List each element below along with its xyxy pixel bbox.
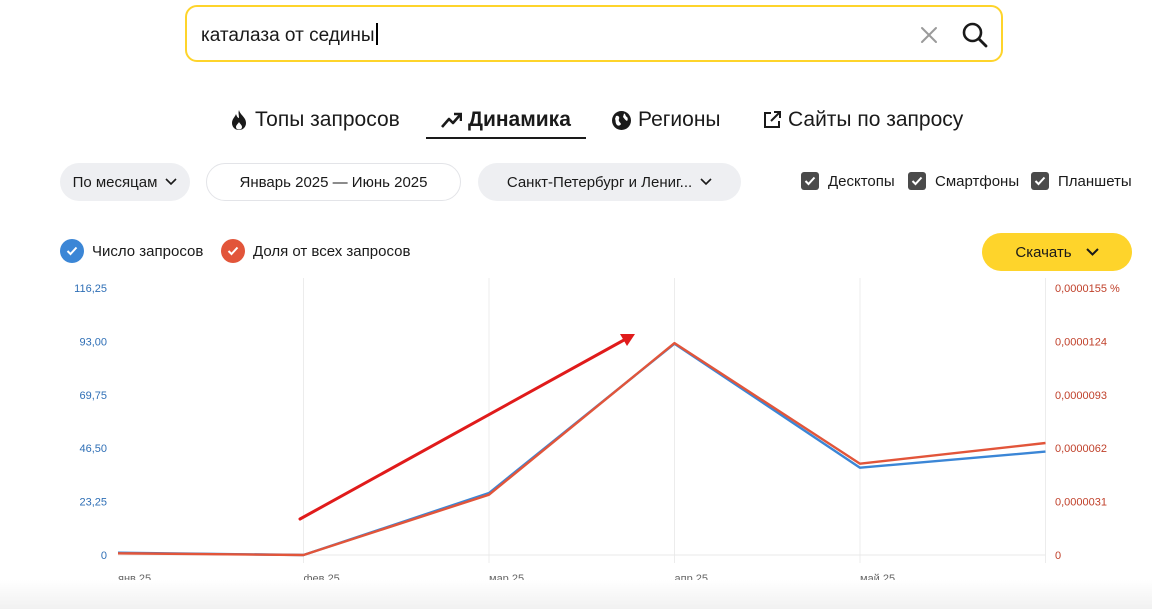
series-line-share <box>117 341 1046 557</box>
checkbox-smartphones-label: Смартфоны <box>935 172 1020 190</box>
y-right-tick-label: 0,0000062 <box>1055 443 1107 455</box>
active-tab-underline <box>426 137 586 139</box>
check-circle-icon <box>221 239 245 263</box>
x-tick-label: май 25 <box>860 573 895 580</box>
x-tick-label: мар 25 <box>489 573 524 580</box>
search-input[interactable]: каталаза от седины <box>201 23 378 47</box>
y-left-tick-label: 0 <box>101 550 107 562</box>
checkbox-tablets-label: Планшеты <box>1058 172 1132 190</box>
x-tick-label: апр 25 <box>675 573 708 580</box>
legend-share[interactable]: Доля от всех запросов <box>221 239 410 263</box>
external-link-icon <box>764 111 781 128</box>
y-left-tick-label: 23,25 <box>79 497 107 509</box>
fire-icon <box>232 110 246 130</box>
region-dropdown[interactable]: Санкт-Петербург и Лениг... <box>478 163 741 201</box>
checkbox-tablets[interactable]: Планшеты <box>1031 172 1132 190</box>
tab-sites-label: Сайты по запросу <box>788 108 964 131</box>
globe-icon <box>612 110 631 130</box>
date-range-picker[interactable]: Январь 2025 — Июнь 2025 <box>206 163 461 201</box>
legend-count[interactable]: Число запросов <box>60 239 203 263</box>
annotation-arrow <box>298 338 626 521</box>
annotation-arrowhead <box>620 334 635 346</box>
bottom-shadow <box>0 580 1152 609</box>
y-left-tick-label: 69,75 <box>79 390 107 402</box>
y-right-tick-label: 0,0000093 <box>1055 390 1107 402</box>
y-right-tick-label: 0 <box>1055 550 1061 562</box>
check-circle-icon <box>60 239 84 263</box>
y-right-tick-label: 0,0000124 <box>1055 336 1107 348</box>
y-right-tick-label: 0,0000155 % <box>1055 283 1120 295</box>
tab-regions-label: Регионы <box>638 108 721 131</box>
chevron-down-icon <box>165 178 177 186</box>
search-icon[interactable] <box>961 21 989 49</box>
tab-dynamics-label: Динамика <box>468 108 571 131</box>
checkbox-checked-icon <box>1031 172 1049 190</box>
series-line-count <box>117 342 1046 557</box>
checkbox-smartphones[interactable]: Смартфоны <box>908 172 1019 190</box>
y-left-tick-label: 116,25 <box>74 283 107 295</box>
legend-count-label: Число запросов <box>92 242 204 260</box>
chevron-down-icon <box>1085 248 1099 256</box>
tabs: Топы запросов Динамика Регионы Сайты по … <box>0 108 1152 144</box>
date-range-label: Январь 2025 — Июнь 2025 <box>239 173 428 191</box>
y-right-tick-label: 0,0000031 <box>1055 497 1107 509</box>
period-label: По месяцам <box>72 173 158 191</box>
checkbox-checked-icon <box>908 172 926 190</box>
tab-dynamics[interactable]: Динамика <box>440 108 571 132</box>
tab-regions[interactable]: Регионы <box>611 108 721 132</box>
line-chart: 116,25 93,00 69,75 46,50 23,25 0 0,0000155 % 0,… <box>74 278 1120 580</box>
clear-icon[interactable] <box>918 24 940 46</box>
checkbox-checked-icon <box>801 172 819 190</box>
y-left-tick-label: 46,50 <box>79 443 107 455</box>
period-dropdown[interactable]: По месяцам <box>60 163 190 201</box>
x-tick-label: янв 25 <box>118 573 151 580</box>
tab-top-queries[interactable]: Топы запросов <box>229 108 400 132</box>
region-label: Санкт-Петербург и Лениг... <box>506 173 693 191</box>
tab-top-queries-label: Топы запросов <box>255 108 400 131</box>
checkbox-desktops[interactable]: Десктопы <box>801 172 895 190</box>
text-caret <box>375 23 378 45</box>
search-bar[interactable]: каталаза от седины <box>185 5 1003 62</box>
y-left-tick-label: 93,00 <box>79 336 107 348</box>
checkbox-desktops-label: Десктопы <box>828 172 895 190</box>
trend-icon <box>441 112 462 128</box>
legend-share-label: Доля от всех запросов <box>253 242 411 260</box>
chevron-down-icon <box>700 178 712 186</box>
download-button[interactable]: Скачать <box>982 233 1132 271</box>
download-label: Скачать <box>1015 243 1072 261</box>
x-tick-label: фев 25 <box>304 573 340 580</box>
tab-sites[interactable]: Сайты по запросу <box>762 108 963 132</box>
